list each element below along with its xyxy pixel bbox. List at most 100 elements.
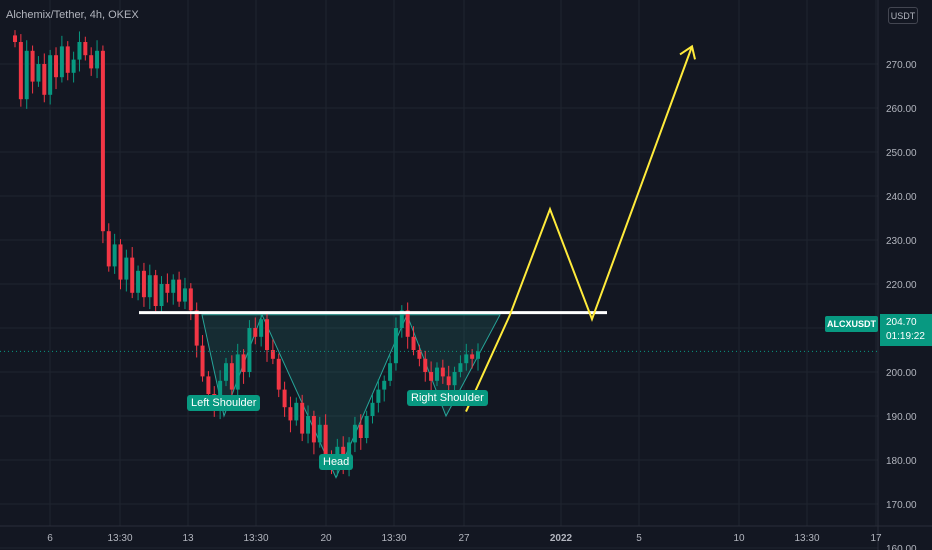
candle-body — [194, 310, 199, 346]
candle-body — [253, 328, 258, 337]
candle-body — [153, 275, 158, 306]
candle-body — [206, 376, 211, 394]
candle-body — [452, 372, 457, 386]
y-tick-label: 230.00 — [886, 236, 917, 247]
candle-body — [411, 336, 416, 350]
candle-body — [247, 328, 252, 372]
y-tick-label: 200.00 — [886, 368, 917, 379]
candle-body — [323, 424, 328, 456]
x-tick-label: 2022 — [550, 533, 573, 544]
candle-body — [288, 407, 293, 421]
candle-body — [476, 351, 480, 359]
candle-body — [382, 380, 387, 390]
x-tick-label: 13 — [182, 533, 194, 544]
y-tick-label: 180.00 — [886, 456, 917, 467]
candle-body — [118, 244, 123, 280]
candle-body — [71, 59, 76, 73]
y-tick-label: 220.00 — [886, 280, 917, 291]
x-tick-label: 13:30 — [243, 533, 268, 544]
candle-body — [294, 402, 299, 421]
candle-body — [130, 257, 135, 293]
x-tick-label: 27 — [458, 533, 470, 544]
candle-body — [311, 416, 316, 443]
candle-body — [259, 319, 264, 337]
y-tick-label: 170.00 — [886, 500, 917, 511]
candle-body — [112, 244, 117, 267]
candle-body — [352, 424, 357, 443]
x-tick-label: 6 — [47, 533, 53, 544]
x-tick-label: 17 — [870, 533, 882, 544]
last-price-tag: 204.70 01:19:22 — [880, 314, 932, 346]
candle-body — [300, 402, 305, 434]
x-tick-label: 10 — [733, 533, 745, 544]
candle-body — [229, 363, 234, 390]
y-tick-label: 260.00 — [886, 104, 917, 115]
currency-button[interactable]: USDT — [888, 7, 918, 24]
candle-body — [141, 270, 146, 298]
candle-body — [270, 350, 275, 359]
x-tick-label: 13:30 — [794, 533, 819, 544]
candle-body — [282, 389, 287, 408]
candle-body — [30, 50, 35, 82]
candle-body — [147, 275, 152, 298]
candle-body — [18, 42, 23, 100]
candle-body — [89, 55, 94, 69]
candle-body — [83, 42, 88, 56]
candle-body — [317, 424, 322, 443]
y-tick-label: 190.00 — [886, 412, 917, 423]
symbol-tag: ALCXUSDT — [825, 316, 878, 332]
projection-path — [465, 46, 693, 413]
candle-body — [48, 55, 53, 95]
candle-body — [182, 288, 187, 302]
candle-body — [364, 416, 369, 438]
candle-body — [177, 279, 182, 302]
candle-body — [405, 310, 410, 337]
candle-body — [54, 55, 59, 78]
candle-body — [276, 358, 281, 390]
candle-body — [165, 284, 170, 293]
y-tick-label: 160.00 — [886, 544, 917, 550]
candle-body — [464, 354, 469, 364]
candle-body — [429, 372, 434, 381]
candle-body — [24, 50, 29, 100]
x-tick-label: 13:30 — [381, 533, 406, 544]
candle-body — [36, 64, 41, 82]
candle-body — [95, 50, 100, 69]
candle-body — [171, 279, 176, 293]
candle-body — [223, 363, 228, 381]
candle-body — [200, 345, 205, 377]
candle-body — [388, 363, 393, 381]
candle-body — [235, 354, 240, 390]
drawing-overlays — [0, 44, 878, 413]
candle-body — [136, 270, 141, 293]
candle-body — [65, 46, 70, 73]
candle-body — [59, 46, 64, 78]
head-label: Head — [319, 454, 354, 470]
grid-lines — [0, 0, 878, 549]
candle-body — [241, 354, 246, 372]
left-shoulder-label: Left Shoulder — [187, 395, 261, 411]
candle-body — [458, 363, 463, 372]
candle-body — [124, 257, 129, 280]
candle-body — [417, 350, 422, 359]
candle-body — [265, 319, 270, 350]
candle-body — [77, 42, 82, 60]
right-shoulder-label: Right Shoulder — [407, 390, 488, 406]
candle-body — [159, 284, 164, 306]
x-tick-label: 20 — [320, 533, 332, 544]
bar-countdown: 01:19:22 — [886, 331, 925, 342]
candle-body — [13, 35, 17, 42]
candle-body — [42, 64, 47, 95]
projection-arrowhead — [679, 44, 696, 60]
candle-body — [188, 288, 193, 311]
candle-body — [399, 310, 404, 328]
candle-body — [100, 50, 105, 232]
time-axis[interactable]: 6 13:30 13 13:30 20 13:30 27 2022 5 10 13:30 17 — [47, 533, 882, 544]
candle-body — [393, 328, 398, 364]
candle-body — [446, 376, 451, 386]
y-tick-label: 270.00 — [886, 60, 917, 71]
chart-title: Alchemix/Tether, 4h, OKEX — [6, 9, 139, 21]
candle-body — [470, 354, 475, 359]
last-price-value: 204.70 — [886, 317, 917, 328]
